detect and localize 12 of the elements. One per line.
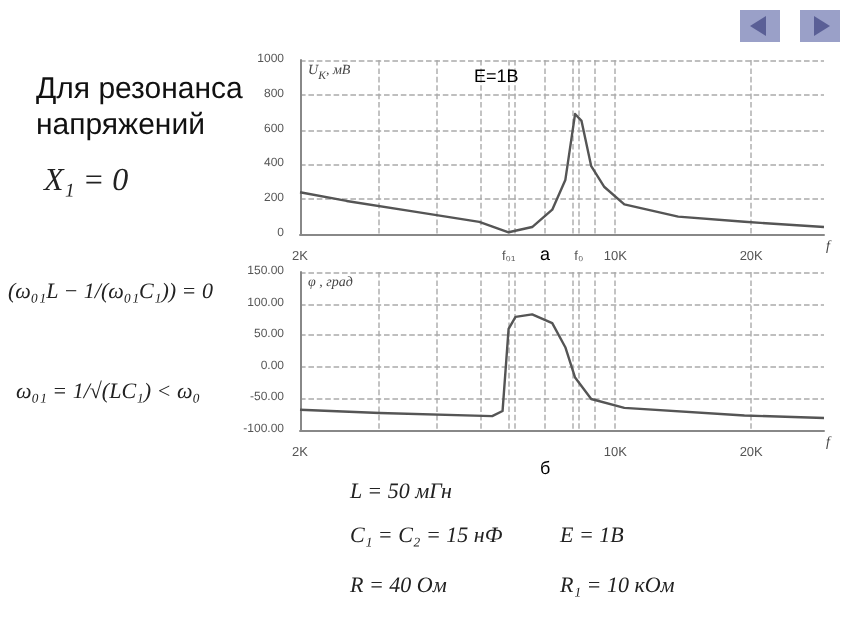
text: Для резонанса напряжений <box>36 72 243 142</box>
text: б <box>540 458 551 478</box>
annotation: E=1В <box>474 66 519 86</box>
text: C₁ = C₂ = 15 нФ <box>350 524 503 548</box>
text: R₁ = 10 кОм <box>560 574 675 598</box>
text: E = 1В <box>560 524 624 548</box>
text: R = 40 Ом <box>350 574 447 598</box>
text: а <box>540 244 551 264</box>
text: (ω₀₁L − 1/(ω₀₁C₁)) = 0 <box>8 280 213 304</box>
text: L = 50 мГн <box>350 480 452 504</box>
text: X₁ = 0 <box>44 164 129 200</box>
text: ω₀₁ = 1/√(LC₁) < ω₀ <box>16 380 201 404</box>
